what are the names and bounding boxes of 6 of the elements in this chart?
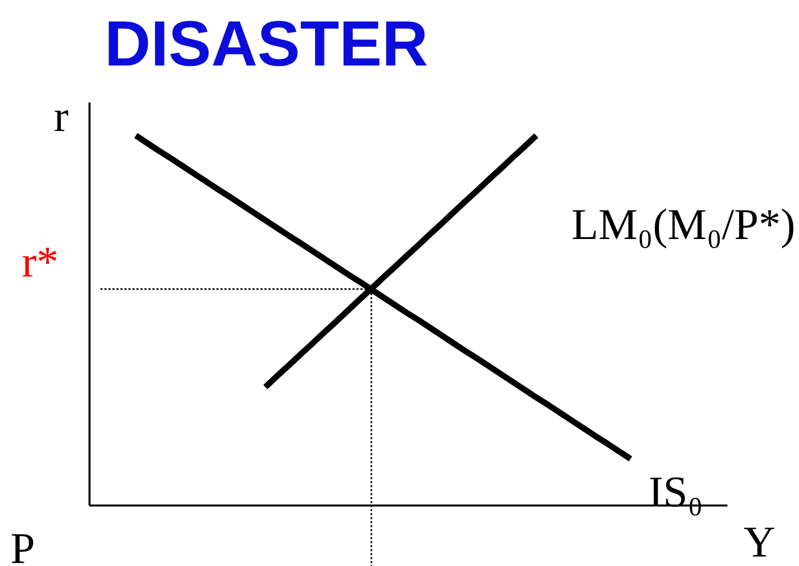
x-axis-title: Y	[744, 517, 776, 566]
series-label: LM₀(M₀/P*)	[571, 200, 796, 250]
y-axis-title: r	[54, 92, 69, 141]
chart-title: DISASTER	[104, 8, 428, 80]
series-label: r*	[22, 238, 59, 287]
text: P	[10, 524, 35, 566]
